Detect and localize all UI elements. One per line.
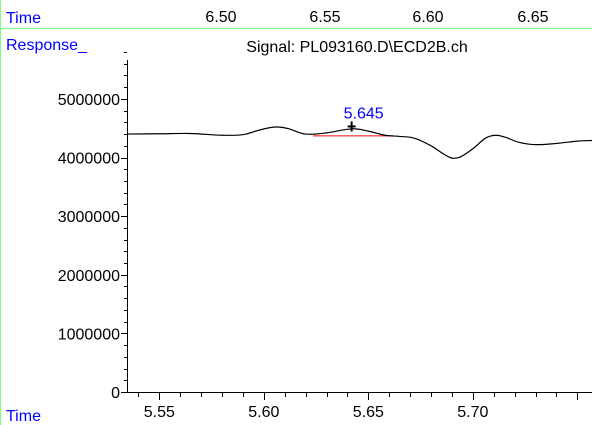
x-tick-label: 5.55 <box>144 404 175 421</box>
y-tick-label: 5000000 <box>58 92 120 109</box>
y-tick-label: 3000000 <box>58 209 120 226</box>
top-axis: 6.50 6.55 6.60 6.65 <box>205 9 548 26</box>
y-tick-label: 4000000 <box>58 151 120 168</box>
y-tick-label: 2000000 <box>58 268 120 285</box>
top-tick-label: 6.55 <box>309 9 340 26</box>
peak-apex-marker <box>347 121 356 132</box>
signal-trace <box>127 126 592 159</box>
top-tick-label: 6.50 <box>205 9 236 26</box>
y-tick-label: 0 <box>111 385 120 402</box>
plot-area: 5.645 <box>127 105 592 159</box>
y-axis-name: Response_ <box>6 37 88 54</box>
chart-title: Signal: PL093160.D\ECD2B.ch <box>246 39 467 56</box>
x-tick-label: 5.65 <box>353 404 384 421</box>
y-axis-ticks: 0 1000000 2000000 3000000 4000000 5000000 <box>58 52 127 402</box>
x-tick-label: 5.60 <box>248 404 279 421</box>
top-tick-label: 6.60 <box>412 9 443 26</box>
top-tick-label: 6.65 <box>517 9 548 26</box>
y-tick-label: 1000000 <box>58 326 120 343</box>
x-tick-label: 5.70 <box>457 404 488 421</box>
bottom-axis-name: Time <box>6 408 41 425</box>
x-axis-ticks: 5.55 5.60 5.65 5.70 <box>138 393 578 421</box>
top-axis-name: Time <box>6 10 41 27</box>
peak-label: 5.645 <box>344 105 384 122</box>
